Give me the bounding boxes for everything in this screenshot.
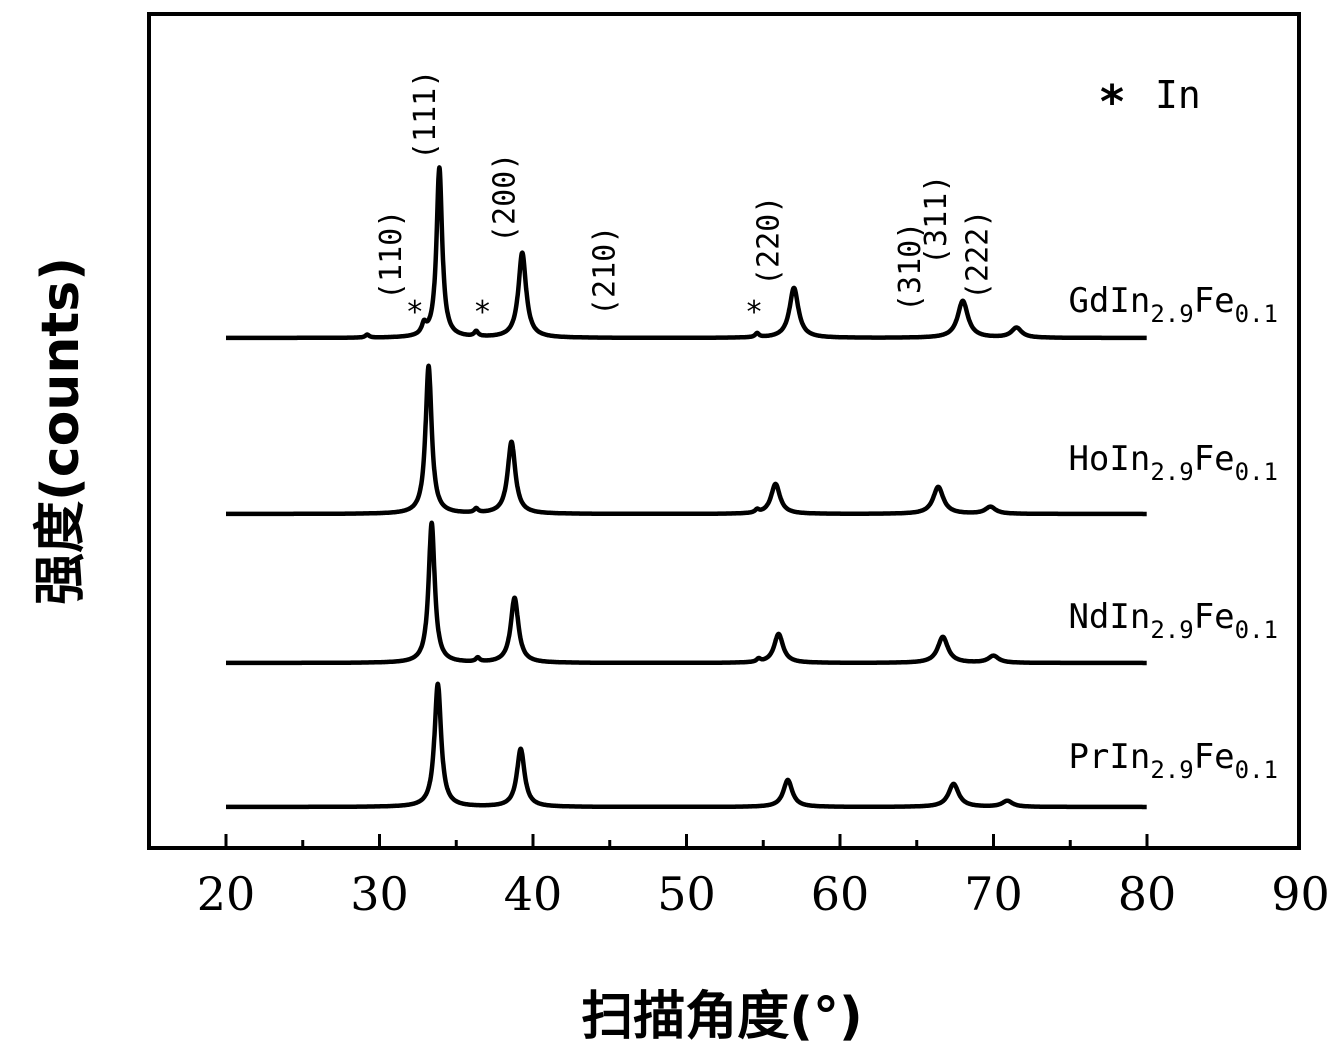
- x-tick-label: 20: [197, 867, 256, 921]
- legend-label: In: [1155, 73, 1201, 117]
- series-line-2: [226, 366, 1147, 514]
- series-lines: [226, 167, 1147, 807]
- hkl-label: (210): [587, 226, 622, 316]
- x-axis-ticks: [226, 834, 1147, 848]
- hkl-annotations: (110)(111)(200)(210)(220)(310)(311)(222): [374, 70, 995, 316]
- legend-symbol: *: [1100, 75, 1124, 129]
- x-tick-label: 30: [350, 867, 409, 921]
- hkl-label: (220): [752, 196, 787, 286]
- hkl-label: (200): [488, 153, 523, 243]
- hkl-label: (311): [919, 175, 954, 265]
- x-tick-label: 80: [1118, 867, 1177, 921]
- series-label-2: HoIn2.9Fe0.1: [1068, 439, 1278, 486]
- series-label-4: PrIn2.9Fe0.1: [1068, 737, 1278, 784]
- x-axis-title: 扫描角度(°): [581, 987, 863, 1047]
- series-line-4: [226, 684, 1147, 807]
- series-label-1: GdIn2.9Fe0.1: [1068, 281, 1278, 328]
- hkl-label: (222): [960, 210, 995, 300]
- plot-frame: [149, 14, 1299, 848]
- x-tick-label: 50: [657, 867, 716, 921]
- series-line-1: [226, 167, 1147, 338]
- series-label-3: NdIn2.9Fe0.1: [1068, 597, 1278, 644]
- hkl-label: (110): [374, 210, 409, 300]
- series-labels: GdIn2.9Fe0.1 HoIn2.9Fe0.1 NdIn2.9Fe0.1 PrIn…: [1068, 281, 1278, 784]
- series-line-3: [226, 523, 1147, 663]
- x-axis-tick-labels: 20 30 40 50 60 70 80 90: [197, 867, 1330, 921]
- hkl-label: (111): [408, 70, 443, 160]
- y-axis-title: 强度(counts): [31, 257, 91, 605]
- x-tick-label: 90: [1271, 867, 1330, 921]
- indium-peak-markers: * * *: [406, 295, 763, 330]
- legend: * In: [1100, 73, 1201, 129]
- in-peak-star: *: [406, 295, 424, 330]
- x-tick-label: 40: [504, 867, 563, 921]
- x-tick-label: 70: [964, 867, 1023, 921]
- in-peak-star: *: [473, 295, 491, 330]
- x-tick-label: 60: [811, 867, 870, 921]
- in-peak-star: *: [745, 295, 763, 330]
